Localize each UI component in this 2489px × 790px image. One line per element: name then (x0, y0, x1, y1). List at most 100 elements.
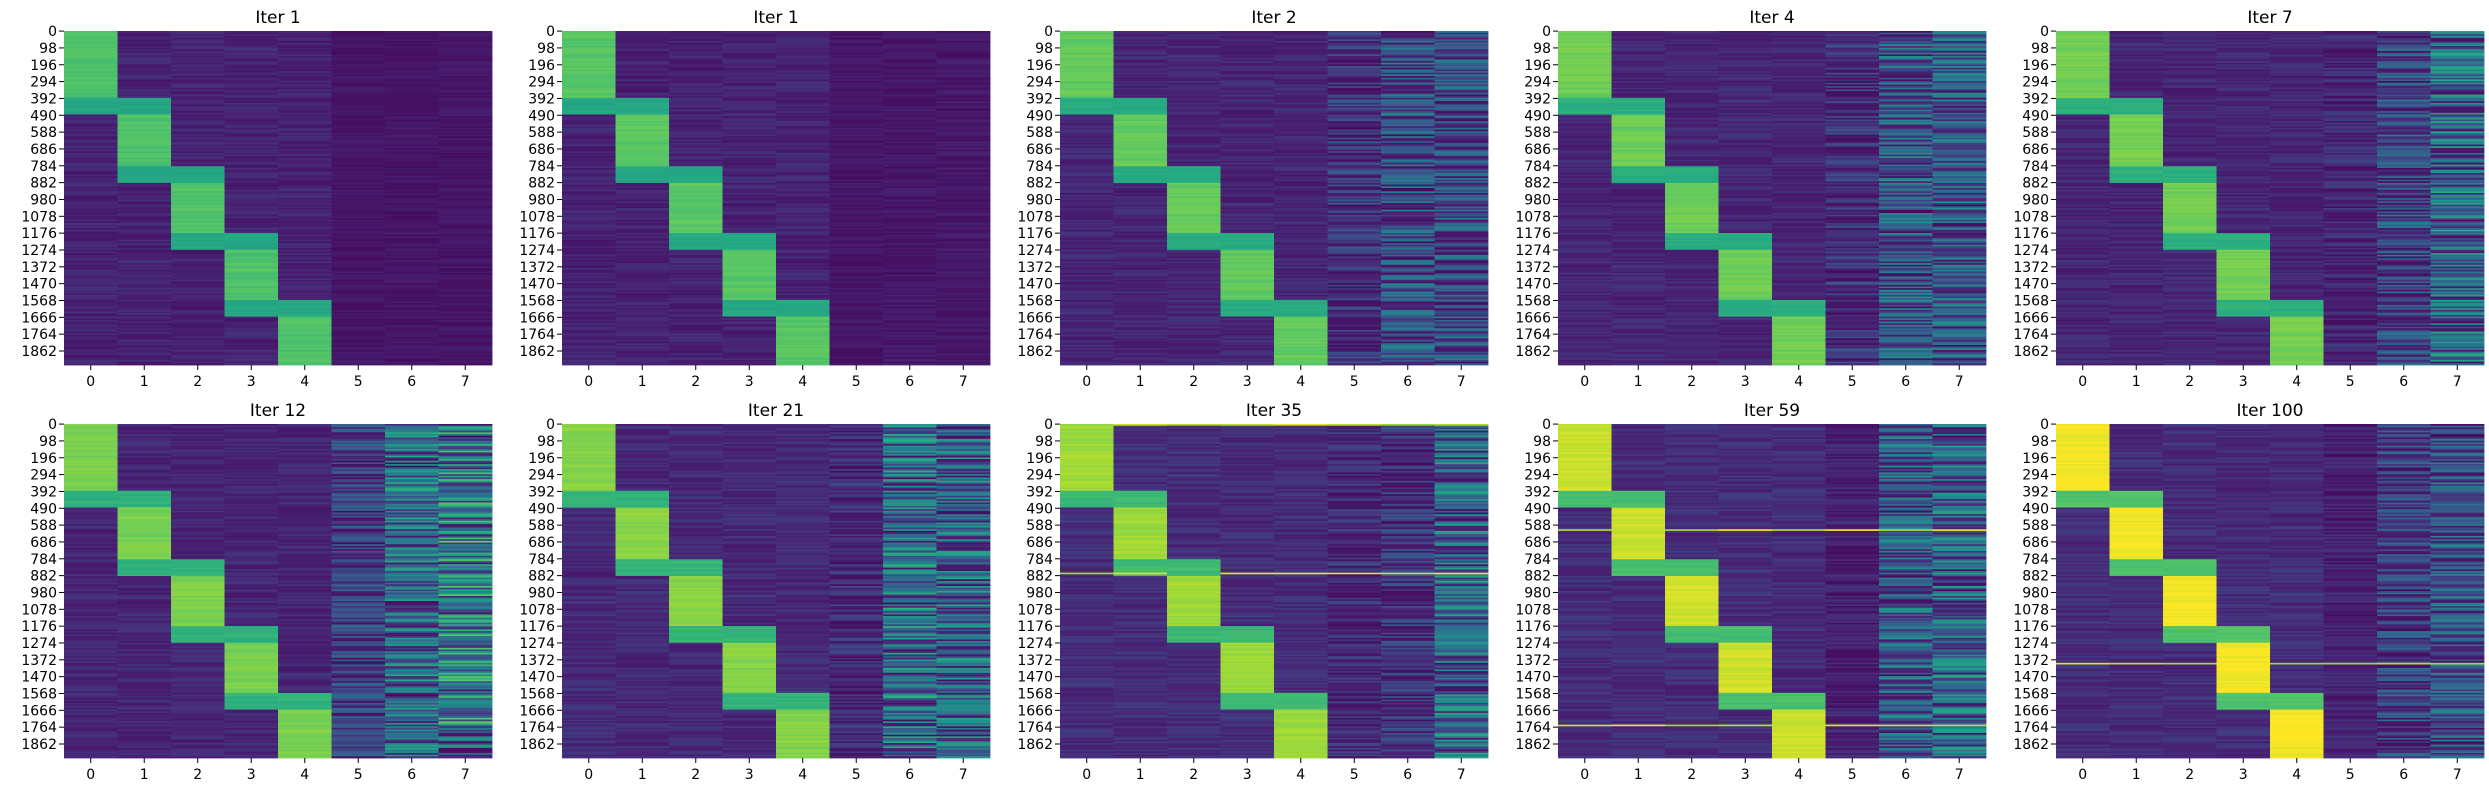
heatmap-cell (829, 298, 884, 301)
heatmap-cell (278, 32, 332, 35)
heatmap-cell (936, 314, 991, 317)
heatmap-cell (278, 127, 332, 130)
heatmap-cell (117, 191, 172, 194)
heatmap-cell (224, 151, 279, 154)
heatmap-cell (64, 243, 118, 246)
heatmap-cell (278, 278, 332, 281)
heatmap-cell (385, 303, 439, 306)
heatmap-cell (936, 359, 991, 363)
x-tick-label: 2 (193, 374, 202, 390)
heatmap-cell (669, 211, 723, 214)
heatmap-cell (776, 241, 830, 244)
heatmap-cell (224, 136, 279, 139)
heatmap-cell (883, 37, 937, 40)
heatmap-cell (722, 201, 777, 204)
heatmap-cell (615, 299, 670, 302)
heatmap-cell (722, 241, 777, 244)
heatmap-cell (64, 107, 118, 110)
heatmap-cell (1274, 77, 1328, 80)
heatmap-cell (331, 334, 386, 338)
heatmap-cell (117, 349, 172, 353)
heatmap-cell (829, 66, 884, 69)
heatmap-cell (936, 186, 991, 189)
heatmap-cell (776, 152, 830, 155)
heatmap-cell (722, 179, 777, 182)
heatmap-cell (278, 156, 332, 159)
heatmap-cell (562, 258, 616, 261)
heatmap-cell (331, 79, 386, 82)
heatmap-cell (278, 181, 332, 184)
heatmap-cell (829, 249, 884, 252)
heatmap-cell (829, 251, 884, 254)
heatmap-cell (1167, 46, 1221, 49)
heatmap-cell (883, 356, 937, 359)
heatmap-cell (669, 101, 723, 104)
heatmap-cell (883, 293, 937, 296)
heatmap-cell (776, 36, 830, 39)
heatmap-cell (117, 198, 172, 201)
heatmap-cell (117, 184, 172, 187)
heatmap-cell (562, 264, 616, 267)
heatmap-cell (722, 72, 777, 75)
heatmap-cell (1434, 54, 1489, 57)
y-tick-label: 196 (30, 58, 57, 74)
heatmap-cell (829, 231, 884, 234)
heatmap-cell (64, 81, 118, 84)
heatmap-cell (331, 303, 386, 306)
heatmap-cell (117, 49, 172, 52)
heatmap-cell (776, 298, 830, 301)
heatmap-cell (278, 261, 332, 264)
heatmap-cell (883, 314, 937, 317)
heatmap-cell (883, 231, 937, 234)
heatmap-cell (64, 276, 118, 279)
heatmap-cell (278, 46, 332, 49)
heatmap-cell (385, 249, 439, 252)
heatmap-cell (224, 299, 279, 302)
heatmap-cell (224, 346, 279, 349)
heatmap-cell (615, 239, 670, 242)
heatmap-cell (278, 336, 332, 339)
heatmap-cell (224, 203, 279, 206)
heatmap-cell (936, 304, 991, 307)
heatmap-cell (936, 361, 991, 364)
heatmap-cell (224, 303, 279, 306)
heatmap-cell (722, 209, 777, 212)
heatmap-cell (829, 69, 884, 72)
heatmap-cell (1381, 32, 1435, 35)
heatmap-cell (64, 273, 118, 276)
heatmap-cell (278, 221, 332, 224)
heatmap-cell (171, 243, 225, 246)
heatmap-cell (883, 54, 937, 57)
heatmap-cell (829, 117, 884, 120)
heatmap-cell (1381, 62, 1435, 65)
heatmap-cell (117, 216, 172, 219)
heatmap-cell (562, 279, 616, 282)
heatmap-cell (615, 304, 670, 307)
heatmap-cell (224, 74, 279, 77)
heatmap-cell (224, 131, 279, 134)
heatmap-cell (829, 288, 884, 291)
heatmap-cell (829, 42, 884, 45)
heatmap-cell (1274, 67, 1328, 70)
heatmap-cell (829, 36, 884, 39)
heatmap-cell (64, 221, 118, 224)
heatmap-cell (331, 162, 386, 165)
heatmap-cell (615, 49, 670, 52)
heatmap-cell (224, 276, 279, 279)
heatmap-cell (615, 341, 670, 344)
heatmap-cell (171, 121, 225, 124)
heatmap-cell (385, 31, 439, 34)
heatmap-cell (615, 187, 670, 191)
heatmap-cell (117, 142, 172, 145)
heatmap-cell (64, 304, 118, 307)
heatmap-cell (829, 256, 884, 259)
heatmap-cell (64, 192, 118, 196)
heatmap-cell (615, 106, 670, 109)
heatmap-cell (562, 54, 616, 57)
heatmap-cell (669, 76, 723, 79)
heatmap-cell (829, 333, 884, 336)
heatmap-cell (936, 176, 991, 179)
heatmap-cell (117, 132, 172, 135)
heatmap-cell (64, 71, 118, 74)
heatmap-cell (1113, 59, 1168, 62)
